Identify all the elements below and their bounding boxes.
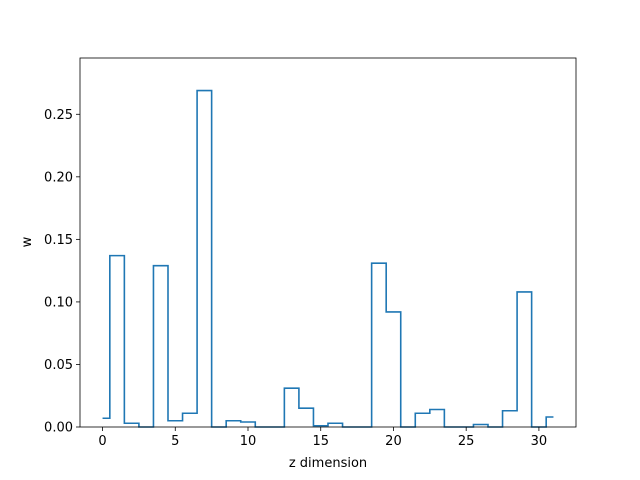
x-tick-label: 15: [312, 434, 329, 449]
axes: 0 5 10 15 20 25 30 0.00 0.05 0.10 0.15 0.20 0.25: [44, 57, 577, 449]
y-tick-label: 0.10: [44, 295, 73, 310]
x-tick-label: 20: [385, 434, 402, 449]
x-tick-label: 30: [531, 434, 548, 449]
y-tick-label: 0.20: [44, 170, 73, 185]
x-axis-label: z dimension: [289, 456, 367, 471]
y-tick-label: 0.05: [44, 358, 73, 373]
y-tick-label: 0.00: [44, 421, 73, 436]
y-tick-label: 0.15: [44, 233, 73, 248]
x-tick-label: 5: [171, 434, 179, 449]
x-tick-label: 25: [458, 434, 475, 449]
plot-area: [102, 89, 554, 428]
y-axis-label: w: [20, 236, 35, 247]
y-tick-label: 0.25: [44, 108, 73, 123]
series-line: [102, 89, 554, 428]
x-tick-label: 10: [240, 434, 257, 449]
x-tick-label: 0: [98, 434, 106, 449]
axes-frame: [79, 57, 577, 428]
